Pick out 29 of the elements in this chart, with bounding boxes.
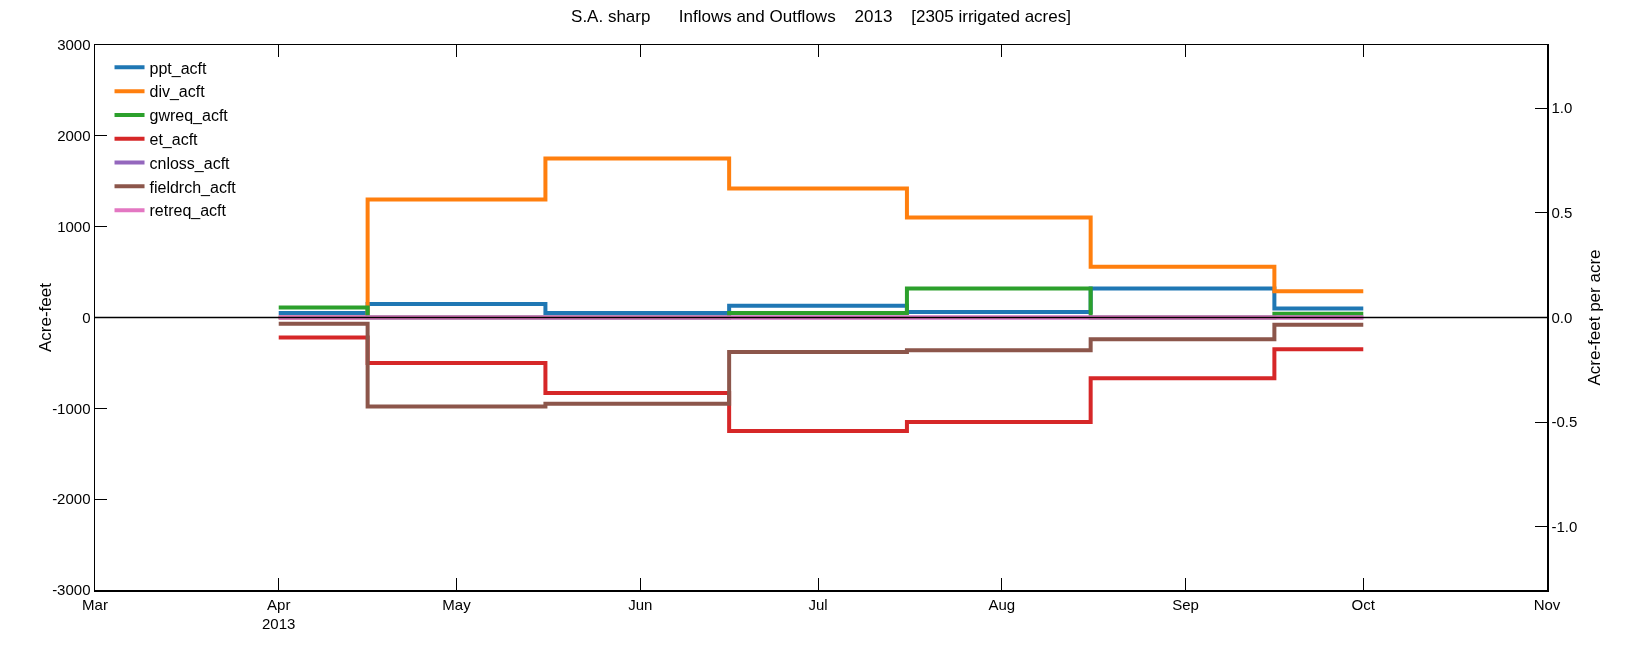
y-tick-label: 3000 xyxy=(57,36,91,54)
legend-label: div_acft xyxy=(149,83,206,102)
y2-axis-title: Acre-feet per acre xyxy=(1585,249,1604,386)
x-tick-label: Oct xyxy=(1351,595,1376,613)
legend-label: gwreq_acft xyxy=(149,107,229,126)
legend-label: fieldrch_acft xyxy=(149,178,237,197)
x-tick-label: May xyxy=(442,595,472,613)
legend-label: cnloss_acft xyxy=(149,154,231,173)
legend-label: et_acft xyxy=(149,130,199,149)
y-tick-label: 2000 xyxy=(57,127,91,145)
x-tick-label: Apr 2013 xyxy=(262,595,296,632)
x-tick-label: Sep xyxy=(1172,595,1199,613)
y2-tick-label: 1.0 xyxy=(1551,99,1573,117)
legend-label: retreq_acft xyxy=(149,202,227,221)
legend-label: ppt_acft xyxy=(149,59,207,78)
y-tick-label: -2000 xyxy=(52,490,91,508)
y-tick-label: 0 xyxy=(82,308,91,326)
x-tick-label: Aug xyxy=(988,595,1016,613)
y-tick-label: -1000 xyxy=(52,399,91,417)
chart-title: S.A. sharp Inflows and Outflows 2013 [2305 irrigated acres] xyxy=(571,6,1071,26)
y-tick-label: 1000 xyxy=(57,217,91,235)
y2-tick-label: -1.0 xyxy=(1551,518,1578,536)
x-tick-label: Nov xyxy=(1533,595,1561,613)
y2-tick-label: 0.0 xyxy=(1551,308,1573,326)
x-tick-label: Jun xyxy=(628,595,653,613)
y2-tick-label: -0.5 xyxy=(1551,413,1578,431)
x-tick-label: Jul xyxy=(808,595,828,613)
y2-tick-label: 0.5 xyxy=(1551,204,1573,222)
y-axis-title: Acre-feet xyxy=(35,282,55,352)
